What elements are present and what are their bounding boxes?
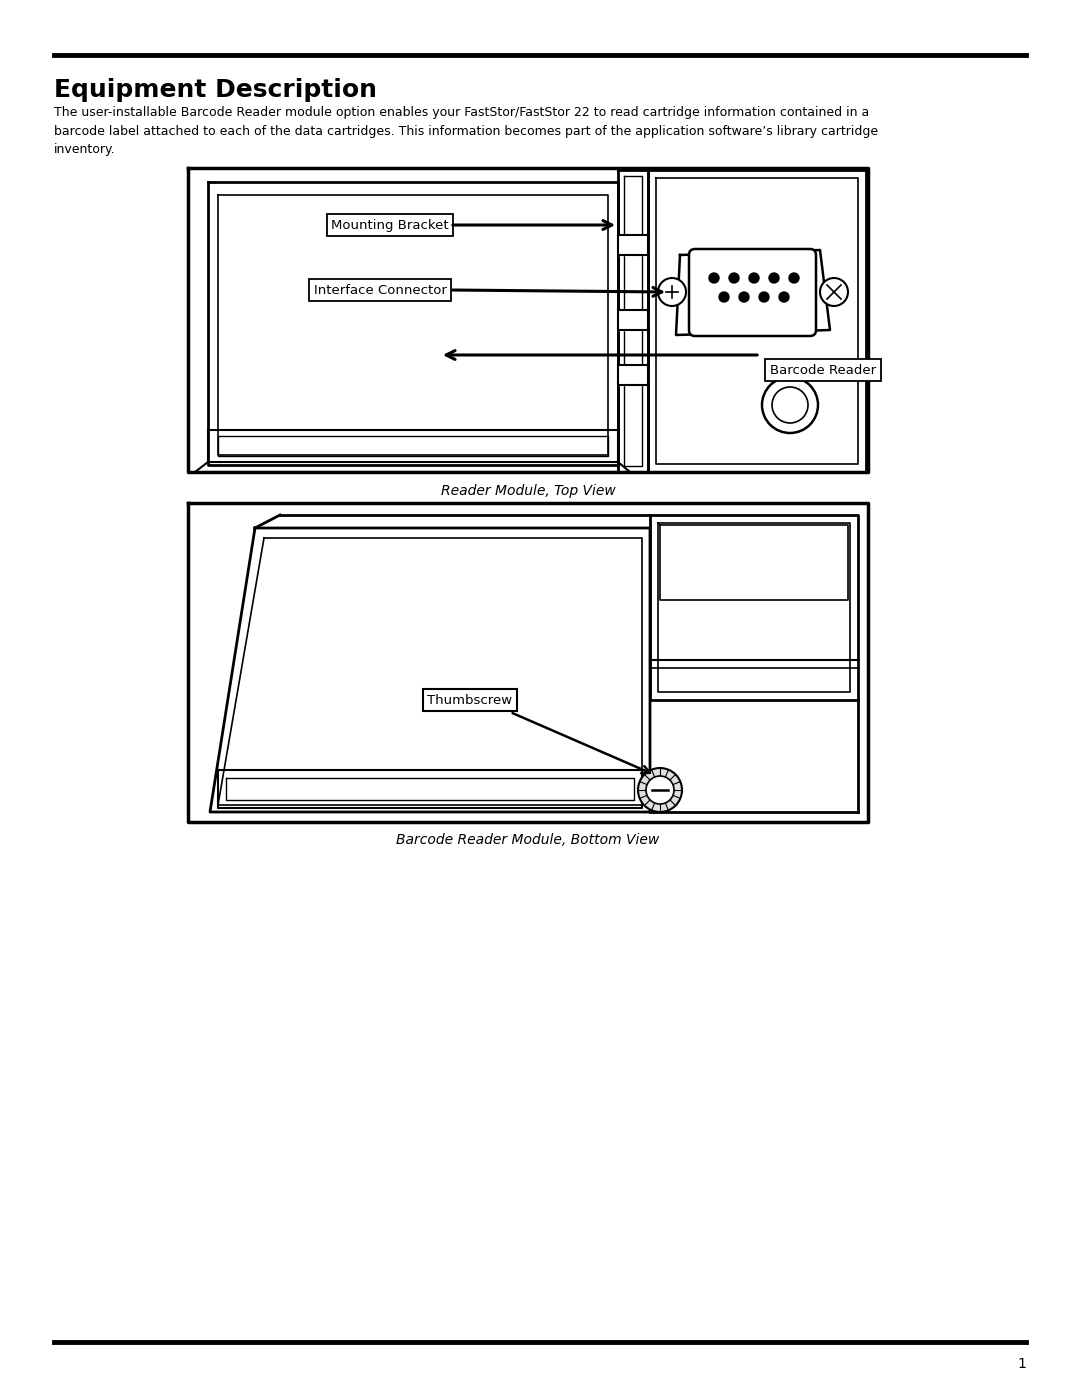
Text: Barcode Reader: Barcode Reader — [770, 363, 876, 377]
Circle shape — [820, 278, 848, 306]
Circle shape — [759, 292, 769, 302]
Circle shape — [769, 272, 779, 284]
Polygon shape — [618, 235, 648, 256]
Polygon shape — [676, 250, 831, 335]
Circle shape — [750, 272, 759, 284]
Text: 1: 1 — [1017, 1356, 1026, 1370]
Circle shape — [719, 292, 729, 302]
Text: Thumbscrew: Thumbscrew — [428, 693, 513, 707]
Polygon shape — [618, 310, 648, 330]
Circle shape — [739, 292, 750, 302]
Circle shape — [779, 292, 789, 302]
Circle shape — [646, 775, 674, 805]
Text: Equipment Description: Equipment Description — [54, 78, 377, 102]
Circle shape — [762, 377, 818, 433]
Circle shape — [772, 387, 808, 423]
Text: Mounting Bracket: Mounting Bracket — [332, 218, 449, 232]
Text: Reader Module, Top View: Reader Module, Top View — [441, 483, 616, 497]
Text: Barcode Reader Module, Bottom View: Barcode Reader Module, Bottom View — [396, 833, 660, 847]
FancyBboxPatch shape — [689, 249, 816, 337]
Polygon shape — [618, 365, 648, 386]
Circle shape — [638, 768, 681, 812]
Circle shape — [789, 272, 799, 284]
Circle shape — [658, 278, 686, 306]
Text: The user-installable Barcode Reader module option enables your FastStor/FastStor: The user-installable Barcode Reader modu… — [54, 106, 878, 156]
Text: Interface Connector: Interface Connector — [313, 284, 446, 296]
Circle shape — [729, 272, 739, 284]
Circle shape — [708, 272, 719, 284]
